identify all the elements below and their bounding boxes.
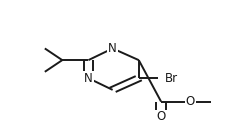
Text: Br: Br [165,72,178,85]
Text: O: O [186,95,195,108]
Text: O: O [156,111,166,124]
Text: N: N [108,42,117,55]
Text: N: N [84,72,93,85]
